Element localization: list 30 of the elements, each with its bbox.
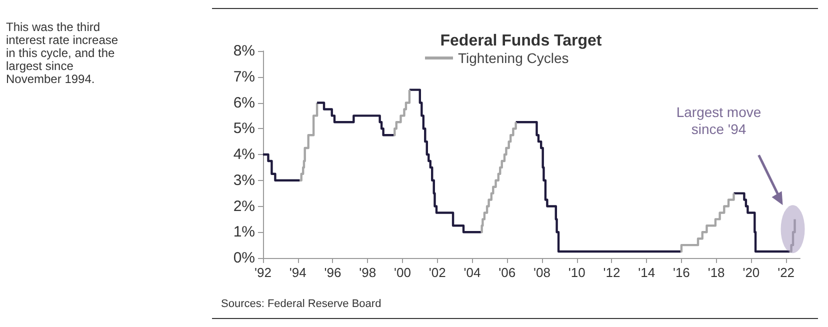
chart-title: Federal Funds Target [440,32,602,50]
y-tick-label: 2% [233,198,255,215]
x-tick-label: '08 [533,265,550,280]
y-tick-label: 3% [233,172,255,189]
x-tick-label: '18 [708,265,725,280]
y-tick-label: 5% [233,120,255,138]
annotation: Largest move since '94 [675,104,762,138]
x-tick-label: '16 [672,265,690,280]
x-tick-label: '02 [428,265,446,280]
x-tick-label: '00 [394,265,411,280]
x-tick-label: '22 [778,265,795,280]
y-tick-label: 8% [233,42,255,60]
x-tick-label: '12 [603,265,620,280]
x-tick-label: '04 [464,265,481,280]
x-tick-label: '92 [254,265,272,280]
y-tick-label: 1% [233,224,255,241]
x-tick-label: '94 [289,265,306,280]
text: This was the third interest rate increase in this cycle, and the largest since November 1994. [6,20,120,86]
x-tick-label: '98 [359,265,376,280]
x-tick-label: '06 [498,265,516,280]
y-tick-label: 4% [233,146,255,163]
y-tick-label: 7% [233,68,255,86]
x-tick-label: '14 [638,265,656,280]
y-tick-label: 0% [233,250,255,266]
x-tick-label: '10 [568,265,586,280]
x-tick-label: '96 [324,265,342,280]
x-tick-label: '20 [742,265,760,280]
y-tick-label: 6% [233,94,255,112]
source-note: Sources: Federal Reserve Board [221,298,382,311]
legend-label: Tightening Cycles [458,50,569,66]
